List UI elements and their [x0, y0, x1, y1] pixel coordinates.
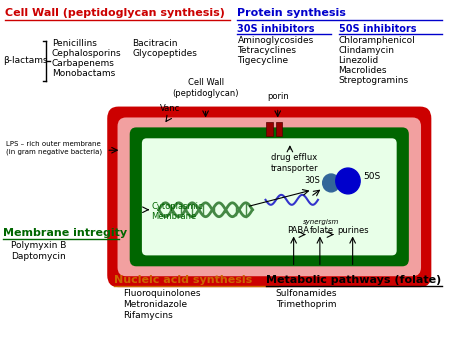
Text: Carbapenems: Carbapenems: [52, 59, 115, 68]
Text: folate: folate: [310, 225, 334, 235]
Text: Metronidazole: Metronidazole: [123, 300, 187, 309]
Text: Bacitracin: Bacitracin: [133, 39, 178, 48]
Text: purines: purines: [337, 225, 369, 235]
Text: 50S: 50S: [363, 172, 380, 181]
Text: Vanc: Vanc: [160, 104, 180, 113]
Text: 30S inhibitors: 30S inhibitors: [237, 24, 315, 34]
Text: Tetracyclines: Tetracyclines: [237, 46, 296, 55]
Text: Glycopeptides: Glycopeptides: [133, 49, 197, 58]
Circle shape: [323, 174, 339, 192]
Text: Protein synthesis: Protein synthesis: [237, 8, 346, 18]
Text: Rifamycins: Rifamycins: [123, 311, 173, 320]
Text: porin: porin: [267, 92, 289, 100]
Text: Clindamycin: Clindamycin: [338, 46, 394, 55]
Text: drug efflux
transporter: drug efflux transporter: [271, 153, 319, 173]
Text: PABA: PABA: [287, 225, 309, 235]
Text: synergism: synergism: [303, 219, 339, 225]
Text: Monobactams: Monobactams: [52, 69, 115, 78]
FancyBboxPatch shape: [142, 138, 397, 255]
Text: Fluoroquinolones: Fluoroquinolones: [123, 289, 201, 298]
Text: Trimethoprim: Trimethoprim: [276, 300, 337, 309]
Text: Macrolides: Macrolides: [338, 66, 387, 75]
Text: Cell Wall
(peptidoglycan): Cell Wall (peptidoglycan): [173, 78, 239, 98]
Text: 50S inhibitors: 50S inhibitors: [338, 24, 416, 34]
Bar: [266, 122, 273, 136]
FancyBboxPatch shape: [118, 118, 421, 276]
Text: Cephalosporins: Cephalosporins: [52, 49, 122, 58]
Text: Cell Wall (peptidoglycan synthesis): Cell Wall (peptidoglycan synthesis): [5, 8, 225, 18]
Text: Sulfonamides: Sulfonamides: [276, 289, 337, 298]
Text: Polymyxin B: Polymyxin B: [11, 241, 66, 251]
Text: Cytoplasmic
Membrane: Cytoplasmic Membrane: [151, 202, 203, 222]
Text: Aminoglycosides: Aminoglycosides: [237, 36, 314, 45]
Circle shape: [336, 168, 360, 194]
Text: Penicillins: Penicillins: [52, 39, 97, 48]
Text: Nucleic acid synthesis: Nucleic acid synthesis: [114, 275, 252, 285]
FancyBboxPatch shape: [107, 106, 431, 287]
FancyBboxPatch shape: [130, 127, 409, 266]
Text: Streptogramins: Streptogramins: [338, 76, 409, 85]
Text: LPS – rich outer membrane
(in gram negative bacteria): LPS – rich outer membrane (in gram negat…: [6, 142, 102, 155]
Text: Chloramphenicol: Chloramphenicol: [338, 36, 415, 45]
Text: Linezolid: Linezolid: [338, 56, 379, 65]
Text: Metabolic pathways (folate): Metabolic pathways (folate): [266, 275, 442, 285]
Bar: [276, 122, 283, 136]
Text: Tigecycline: Tigecycline: [237, 56, 289, 65]
Text: Daptomycin: Daptomycin: [11, 252, 65, 261]
Text: β-lactams: β-lactams: [3, 56, 48, 65]
Text: Membrane intregity: Membrane intregity: [3, 228, 128, 237]
Text: 30S: 30S: [304, 176, 320, 185]
